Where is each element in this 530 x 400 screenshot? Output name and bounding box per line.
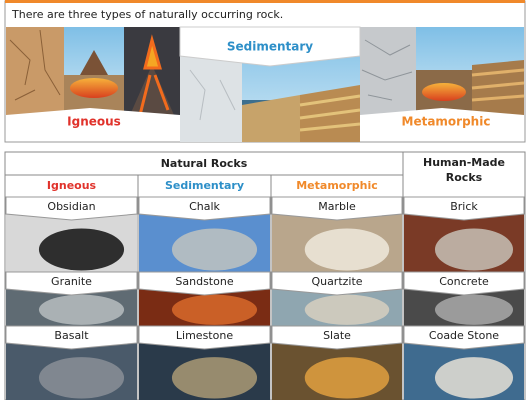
rock-photo-detail	[38, 228, 125, 271]
label-band	[271, 325, 403, 350]
rock-name: Granite	[51, 275, 92, 288]
rock-photo-detail	[434, 294, 514, 325]
label-band	[138, 325, 271, 350]
rock-photo-detail	[171, 357, 258, 399]
rock-photo-detail	[434, 228, 514, 271]
column-header: Igneous	[47, 179, 97, 192]
label-band	[5, 196, 138, 221]
label-band	[403, 325, 525, 350]
rock-name: Sandstone	[175, 275, 233, 288]
rock-photo-detail	[304, 228, 390, 271]
label-band	[271, 271, 403, 296]
rock-photo-detail	[171, 294, 258, 325]
rock-photo-detail	[304, 357, 390, 399]
group-header: Natural Rocks	[161, 157, 248, 170]
column-header: Metamorphic	[296, 179, 378, 192]
rock-photo-detail	[304, 294, 390, 325]
rock-name: Obsidian	[47, 200, 95, 213]
type-label: Sedimentary	[227, 40, 313, 54]
rock-photo-detail	[38, 294, 125, 325]
label-band	[403, 271, 525, 296]
igneous-label-band	[6, 115, 180, 141]
column-header: Sedimentary	[165, 179, 244, 192]
label-band	[5, 271, 138, 296]
type-label: Metamorphic	[402, 115, 491, 129]
rock-name: Concrete	[439, 275, 489, 288]
label-band	[271, 196, 403, 221]
rock-photo-detail	[434, 357, 514, 399]
metamorphic-images	[360, 27, 525, 115]
label-band	[138, 271, 271, 296]
rock-photo-detail	[171, 228, 258, 271]
intro-text: There are three types of naturally occur…	[11, 8, 283, 21]
rock-name: Marble	[318, 200, 356, 213]
rock-name: Brick	[450, 200, 478, 213]
igneous-images	[6, 27, 180, 116]
intro-accent	[5, 0, 525, 3]
sedimentary-label-band	[179, 26, 361, 67]
label-band	[138, 196, 271, 221]
rock-name: Quartzite	[311, 275, 362, 288]
rock-name: Slate	[323, 329, 351, 342]
rock-name: Basalt	[54, 329, 89, 342]
label-band	[403, 196, 525, 221]
human-made-header: Human-Made Rocks	[422, 156, 506, 184]
rock-name: Coade Stone	[429, 329, 499, 342]
label-band	[5, 325, 138, 350]
rock-name: Chalk	[189, 200, 220, 213]
rock-photo-detail	[38, 357, 125, 399]
type-label: Igneous	[67, 115, 121, 129]
metamorphic-label-band	[360, 115, 524, 141]
rock-name: Limestone	[176, 329, 233, 342]
